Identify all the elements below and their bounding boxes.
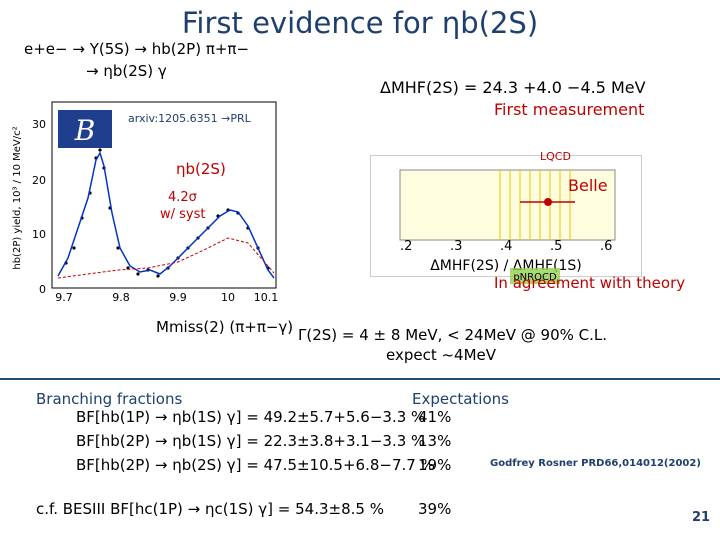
bf-row: BF[hb(1P) → ηb(1S) γ] = 49.2±5.7+5.6−3.3… <box>76 408 426 426</box>
x-tick: 9.9 <box>169 291 187 304</box>
bf-row: BF[hb(2P) → ηb(2S) γ] = 47.5±10.5+6.8−7.… <box>76 456 435 474</box>
pnrqcd-label: pNRQCD <box>513 272 557 283</box>
belle-logo: B <box>58 110 112 148</box>
bf-header: Branching fractions <box>36 390 183 408</box>
y-tick: 20 <box>32 174 46 187</box>
page-number: 21 <box>692 510 711 525</box>
divider <box>0 378 720 380</box>
significance-label: 4.2σ <box>168 190 197 205</box>
godfrey-reference: Godfrey Rosner PRD66,014012(2002) <box>490 458 701 469</box>
svg-text:B: B <box>74 114 96 147</box>
y-tick: 0 <box>39 283 46 296</box>
bf-expectation: 19% <box>418 456 452 474</box>
delta-mhf-text: ΔMHF(2S) = 24.3 +4.0 −4.5 MeV <box>380 78 646 97</box>
belle-measurement-marker <box>544 198 552 206</box>
bf-expectation: 13% <box>418 432 452 450</box>
panel-tick: .4 <box>500 239 512 254</box>
y-tick: 30 <box>32 118 46 131</box>
decay-chain-line1: e+e− → Υ(5S) → hb(2P) π+π− <box>24 40 250 58</box>
x-tick: 10 <box>221 291 235 304</box>
width-line1: Γ(2S) = 4 ± 8 MeV, < 24MeV @ 90% C.L. <box>298 326 608 344</box>
x-tick: 9.8 <box>112 291 130 304</box>
belle-label: Belle <box>568 176 608 195</box>
panel-tick: .2 <box>400 239 412 254</box>
plot-y-label: hb(2P) yield, 10³ / 10 MeV/c² <box>12 126 23 269</box>
bf-expectation: 41% <box>418 408 452 426</box>
decay-chain-line2: → ηb(2S) γ <box>86 62 167 80</box>
x-tick: 10.1 <box>254 291 279 304</box>
etab-2s-label: ηb(2S) <box>176 160 226 178</box>
hyperfine-ratio-plot: .2 .3 .4 .5 .6 ΔMHF(2S) / ΔMHF(1S) pNRQC… <box>399 169 616 284</box>
bf-row: BF[hb(2P) → ηb(1S) γ] = 22.3±3.8+3.1−3.3… <box>76 432 426 450</box>
width-line2: expect ~4MeV <box>386 346 497 364</box>
fit-curve <box>57 151 275 279</box>
slide-title: First evidence for ηb(2S) <box>181 6 539 40</box>
y-tick: 10 <box>32 228 46 241</box>
panel-tick: .3 <box>450 239 462 254</box>
expectations-header: Expectations <box>412 390 509 408</box>
yield-plot: B 9.7 9.8 9.9 10 10.1 30 20 10 0 hb(2P) … <box>12 101 278 304</box>
lqcd-label: LQCD <box>540 150 571 163</box>
arxiv-reference: arxiv:1205.6351 →PRL <box>128 112 251 125</box>
background-curve <box>57 237 275 279</box>
panel-tick: .5 <box>550 239 562 254</box>
plot-y-ticks: 30 20 10 0 <box>32 118 46 296</box>
besiii-expectation: 39% <box>418 500 452 518</box>
first-measurement-text: First measurement <box>494 100 645 119</box>
significance-syst-label: w/ syst <box>160 207 206 222</box>
agreement-text: In agreement with theory <box>494 274 686 292</box>
plot-x-label: Mmiss(2) (π+π−γ) <box>156 318 294 336</box>
plot-x-ticks: 9.7 9.8 9.9 10 10.1 <box>55 291 278 304</box>
besiii-comparison: c.f. BESIII BF[hc(1P) → ηc(1S) γ] = 54.3… <box>36 500 384 518</box>
panel-tick: .6 <box>600 239 612 254</box>
x-tick: 9.7 <box>55 291 73 304</box>
